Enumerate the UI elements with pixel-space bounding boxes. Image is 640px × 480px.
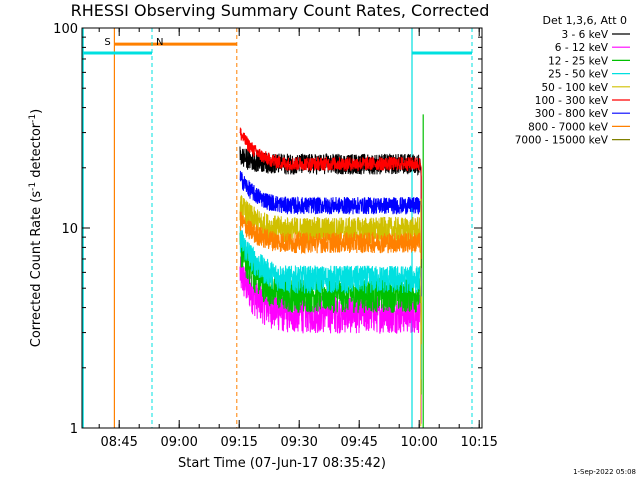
legend-row: 50 - 100 keV	[541, 82, 630, 94]
legend-label: 50 - 100 keV	[541, 82, 608, 94]
y-axis-label-part2: detector	[29, 122, 44, 182]
x-tick-label-0915: 09:15	[220, 435, 257, 450]
y-axis-label-sup2: -1	[28, 114, 38, 123]
legend-label: 25 - 50 keV	[548, 69, 609, 81]
chart-title: RHESSI Observing Summary Count Rates, Co…	[71, 1, 490, 20]
series-line-100-300keV	[239, 127, 422, 259]
legend-row: 300 - 800 keV	[535, 108, 630, 120]
y-tick-label-1: 1	[70, 422, 78, 437]
legend-label: 12 - 25 keV	[548, 55, 609, 67]
y-axis-label-sup1: -1	[28, 182, 38, 191]
legend-label: 6 - 12 keV	[555, 42, 609, 54]
legend-row: 3 - 6 keV	[561, 29, 630, 41]
legend-row: 6 - 12 keV	[555, 42, 630, 54]
legend-label: 3 - 6 keV	[561, 29, 608, 41]
y-axis-label-part3: )	[29, 109, 44, 114]
y-tick-label-10: 10	[61, 222, 78, 237]
x-tick-label-0930: 09:30	[280, 435, 317, 450]
legend-label: 100 - 300 keV	[535, 95, 609, 107]
legend-row: 25 - 50 keV	[548, 69, 630, 81]
x-axis-label: Start Time (07-Jun-17 08:35:42)	[178, 456, 386, 471]
legend-row: 7000 - 15000 keV	[515, 135, 630, 147]
x-tick-label-0900: 09:00	[160, 435, 197, 450]
series-line-300-800keV	[239, 170, 422, 297]
legend-label: 7000 - 15000 keV	[515, 135, 609, 147]
marker-label-S: S	[104, 37, 110, 48]
y-tick-label-100: 100	[53, 22, 78, 37]
legend-row: 100 - 300 keV	[535, 95, 630, 107]
legend-label: 800 - 7000 keV	[528, 121, 609, 133]
x-tick-label-0845: 08:45	[100, 435, 137, 450]
marker-label-N: N	[156, 37, 163, 48]
y-axis: 1 10 100	[53, 22, 482, 437]
series-line-800-7000keV	[239, 211, 422, 345]
series-line-50-100keV	[239, 195, 422, 334]
legend-label: 300 - 800 keV	[535, 108, 609, 120]
y-axis-label: Corrected Count Rate (s-1 detector-1)	[28, 109, 44, 347]
legend-title: Det 1,3,6, Att 0	[543, 14, 627, 27]
x-axis: 08:45 09:00 09:15 09:30 09:45 10:00 10:15	[98, 28, 498, 450]
x-tick-label-1015: 10:15	[460, 435, 497, 450]
legend-row: 12 - 25 keV	[548, 55, 630, 67]
series-line-25-50keV	[239, 226, 422, 380]
x-tick-label-1000: 10:00	[400, 435, 437, 450]
x-tick-label-0945: 09:45	[340, 435, 377, 450]
legend-row: 800 - 7000 keV	[528, 121, 630, 133]
y-axis-label-part1: Corrected Count Rate (s	[29, 191, 44, 348]
footer-timestamp: 1-Sep-2022 05:08	[573, 468, 636, 476]
